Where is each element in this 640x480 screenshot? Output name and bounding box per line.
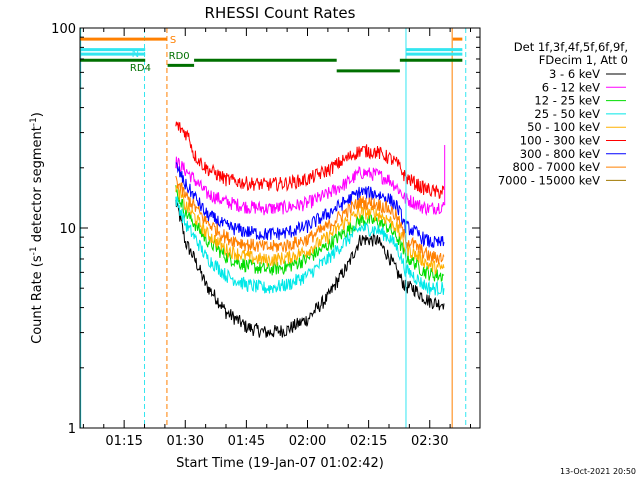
series-line-800-7000-kev (175, 175, 445, 264)
night-label: N (132, 49, 139, 60)
legend-label-100-300-kev: 100 - 300 keV (520, 134, 600, 148)
x-tick-label: 01:45 (228, 434, 265, 449)
y-axis-label-end: ) (30, 112, 45, 117)
x-tick-label: 01:30 (167, 434, 204, 449)
y-axis-label-middle: detector segment (30, 126, 45, 246)
plot-frame (79, 27, 481, 429)
legend-label-7000-15000-kev: 7000 - 15000 keV (498, 173, 600, 187)
series-line-3-6-kev (175, 199, 445, 338)
legend-header-line-1: Det 1f,3f,4f,5f,6f,9f, (514, 40, 628, 54)
y-tick-label: 100 (51, 22, 76, 37)
y-tick-label: 1 (68, 422, 76, 437)
legend-label-50-100-kev: 50 - 100 keV (527, 120, 600, 134)
x-tick-label: 02:30 (411, 434, 448, 449)
x-axis-label: Start Time (19-Jan-07 01:02:42) (176, 456, 384, 471)
legend-label-6-12-kev: 6 - 12 keV (542, 80, 600, 94)
y-axis-label-main: Count Rate (s (30, 255, 45, 344)
y-tick-label: 10 (59, 222, 76, 237)
y-axis-label: Count Rate (s-1 detector segment-1) (29, 112, 45, 344)
series-line-300-800-kev (175, 162, 445, 249)
legend-label-300-800-kev: 300 - 800 keV (520, 147, 600, 161)
decimation-label: RD4 (130, 63, 151, 74)
series-line-12-25-kev (175, 185, 445, 283)
x-tick-label: 02:00 (289, 434, 326, 449)
timestamp: 13-Oct-2021 20:50 (560, 467, 636, 476)
legend-label-3-6-kev: 3 - 6 keV (549, 67, 600, 81)
saa-label: RD0 (169, 51, 190, 62)
series-layer (175, 121, 446, 338)
series-line-100-300-kev (175, 121, 445, 200)
series-line-50-100-kev (175, 183, 445, 275)
legend-label-25-50-kev: 25 - 50 keV (534, 107, 600, 121)
series-line-25-50-kev (175, 196, 445, 297)
series-line-6-12-kev (175, 156, 445, 217)
x-tick-label: 02:15 (350, 434, 387, 449)
decorations-layer: S N RD4 RD0 (80, 28, 467, 428)
y-axis-label-exponent-1: -1 (29, 246, 39, 255)
legend-label-12-25-kev: 12 - 25 keV (534, 94, 600, 108)
attenuator-label: S (170, 35, 176, 46)
axis-layer: 1 10 100 01:15 01:30 01:45 02:00 02:15 02:30 (51, 22, 480, 449)
chart-title: RHESSI Count Rates (205, 4, 356, 22)
y-axis-label-exponent-2: -1 (29, 117, 39, 126)
legend: Det 1f,3f,4f,5f,6f,9f, FDecim 1, Att 0 3… (498, 40, 628, 187)
legend-label-800-7000-kev: 800 - 7000 keV (512, 160, 600, 174)
x-tick-label: 01:15 (105, 434, 142, 449)
legend-header-line-2: FDecim 1, Att 0 (539, 53, 628, 67)
